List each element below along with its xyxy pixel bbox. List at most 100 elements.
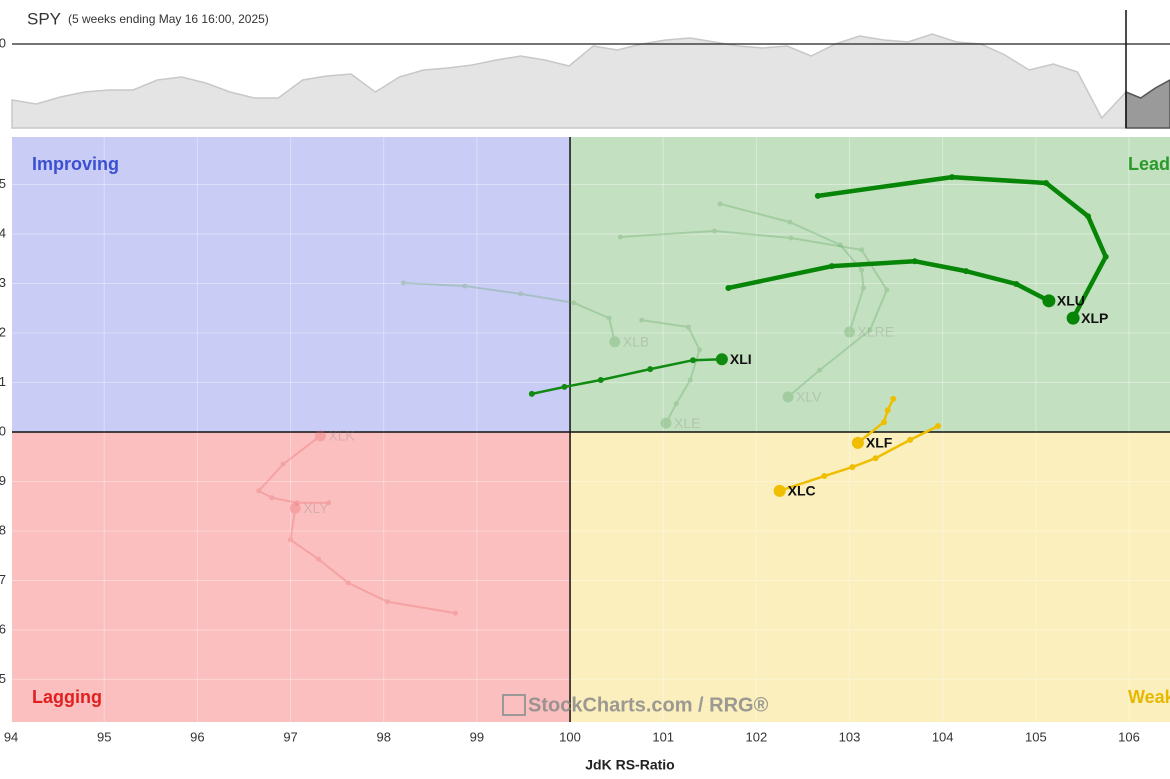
tail-point bbox=[687, 377, 693, 383]
tail: XLF bbox=[851, 395, 897, 451]
tail-point bbox=[907, 436, 914, 443]
tail-point bbox=[949, 174, 956, 181]
head-point bbox=[609, 336, 621, 348]
head-point bbox=[844, 326, 856, 338]
head-point bbox=[773, 484, 786, 497]
tail-point bbox=[518, 291, 524, 297]
x-tick-label: 97 bbox=[283, 729, 297, 744]
head-point bbox=[851, 436, 864, 449]
tail-point bbox=[911, 258, 918, 265]
tail-line bbox=[778, 424, 940, 493]
quadrant bbox=[570, 137, 1170, 432]
tail-point bbox=[326, 500, 332, 506]
tail-point bbox=[400, 280, 406, 286]
tail-point bbox=[935, 423, 942, 430]
tail-point bbox=[872, 455, 879, 462]
head-point bbox=[289, 502, 301, 514]
y-tick-label: 95 bbox=[0, 671, 6, 686]
tail-point bbox=[452, 610, 458, 616]
tail-point bbox=[884, 287, 890, 293]
tail-point bbox=[837, 242, 843, 248]
series-label: XLU bbox=[1057, 293, 1085, 309]
y-tick-label: 102 bbox=[0, 324, 6, 339]
tail: XLK bbox=[256, 428, 355, 506]
quadrant bbox=[12, 431, 571, 722]
tail-point bbox=[639, 317, 645, 323]
tail-line bbox=[530, 357, 724, 396]
tail-point bbox=[685, 324, 691, 330]
tail-line bbox=[619, 230, 888, 398]
series-label: XLF bbox=[866, 435, 893, 451]
tail-line bbox=[257, 434, 330, 504]
y-tick-label: 96 bbox=[0, 621, 6, 636]
series-label: XLV bbox=[796, 389, 822, 405]
quadrant-label: Leading bbox=[1128, 154, 1170, 174]
tail-point bbox=[647, 366, 654, 373]
tail-point bbox=[1013, 280, 1020, 287]
series-label: XLRE bbox=[858, 324, 895, 340]
head-point bbox=[782, 391, 794, 403]
x-tick-label: 94 bbox=[4, 729, 18, 744]
tail-point bbox=[606, 315, 612, 321]
watermark: StockCharts.com / RRG® bbox=[528, 694, 769, 716]
y-tick-label: 100 bbox=[0, 423, 6, 438]
tail-point bbox=[288, 537, 294, 543]
x-tick-label: 96 bbox=[190, 729, 204, 744]
x-tick-label: 104 bbox=[932, 729, 954, 744]
head-point bbox=[1042, 294, 1056, 308]
tail-line bbox=[726, 258, 1052, 304]
y-tick-label: 101 bbox=[0, 374, 6, 389]
series-label: XLE bbox=[674, 415, 700, 431]
tail: XLP bbox=[814, 174, 1109, 326]
tail-point bbox=[788, 235, 794, 241]
tail-point bbox=[345, 580, 351, 586]
tail-point bbox=[294, 500, 300, 506]
tail-point bbox=[711, 228, 717, 234]
tail-line bbox=[856, 397, 895, 445]
tail-point bbox=[859, 267, 865, 273]
tail-point bbox=[890, 395, 897, 402]
head-point bbox=[314, 430, 326, 442]
quadrant bbox=[12, 137, 571, 432]
tail: XLI bbox=[528, 351, 752, 397]
tail-point bbox=[725, 284, 732, 291]
y-tick-label: 99 bbox=[0, 473, 6, 488]
tail-point bbox=[280, 461, 286, 467]
tail-point bbox=[717, 201, 723, 207]
y-tick-label: 97 bbox=[0, 572, 6, 587]
x-tick-label: 102 bbox=[746, 729, 768, 744]
series-label: XLY bbox=[303, 500, 329, 516]
tail-point bbox=[617, 234, 623, 240]
x-axis-title: JdK RS-Ratio bbox=[585, 757, 674, 773]
x-tick-label: 101 bbox=[652, 729, 674, 744]
tail-point bbox=[787, 219, 793, 225]
tail-point bbox=[828, 263, 835, 270]
head-point bbox=[715, 353, 728, 366]
tail: XLV bbox=[617, 228, 890, 405]
tail-point bbox=[1043, 180, 1050, 187]
tail: XLC bbox=[773, 423, 942, 499]
quadrant-label: Improving bbox=[32, 154, 119, 174]
x-tick-label: 106 bbox=[1118, 729, 1140, 744]
x-tick-label: 98 bbox=[376, 729, 390, 744]
tail-line bbox=[815, 174, 1108, 321]
tail-point bbox=[673, 401, 679, 407]
quadrant-label: Weakening bbox=[1128, 687, 1170, 707]
tail-point bbox=[384, 599, 390, 605]
price-area bbox=[1125, 79, 1170, 129]
price-area bbox=[11, 33, 1127, 129]
series-label: XLI bbox=[730, 351, 752, 367]
x-tick-label: 99 bbox=[470, 729, 484, 744]
y-tick-label: 98 bbox=[0, 522, 6, 537]
tail-line bbox=[402, 282, 616, 343]
series-label: XLP bbox=[1081, 310, 1108, 326]
quadrant-label: Lagging bbox=[32, 687, 102, 707]
x-tick-label: 103 bbox=[839, 729, 861, 744]
quadrant bbox=[570, 431, 1170, 722]
tail-point bbox=[859, 247, 865, 253]
series-label: XLK bbox=[328, 428, 355, 444]
tail-point bbox=[880, 419, 887, 426]
tail-point bbox=[814, 192, 821, 199]
watermark-icon bbox=[502, 694, 526, 716]
